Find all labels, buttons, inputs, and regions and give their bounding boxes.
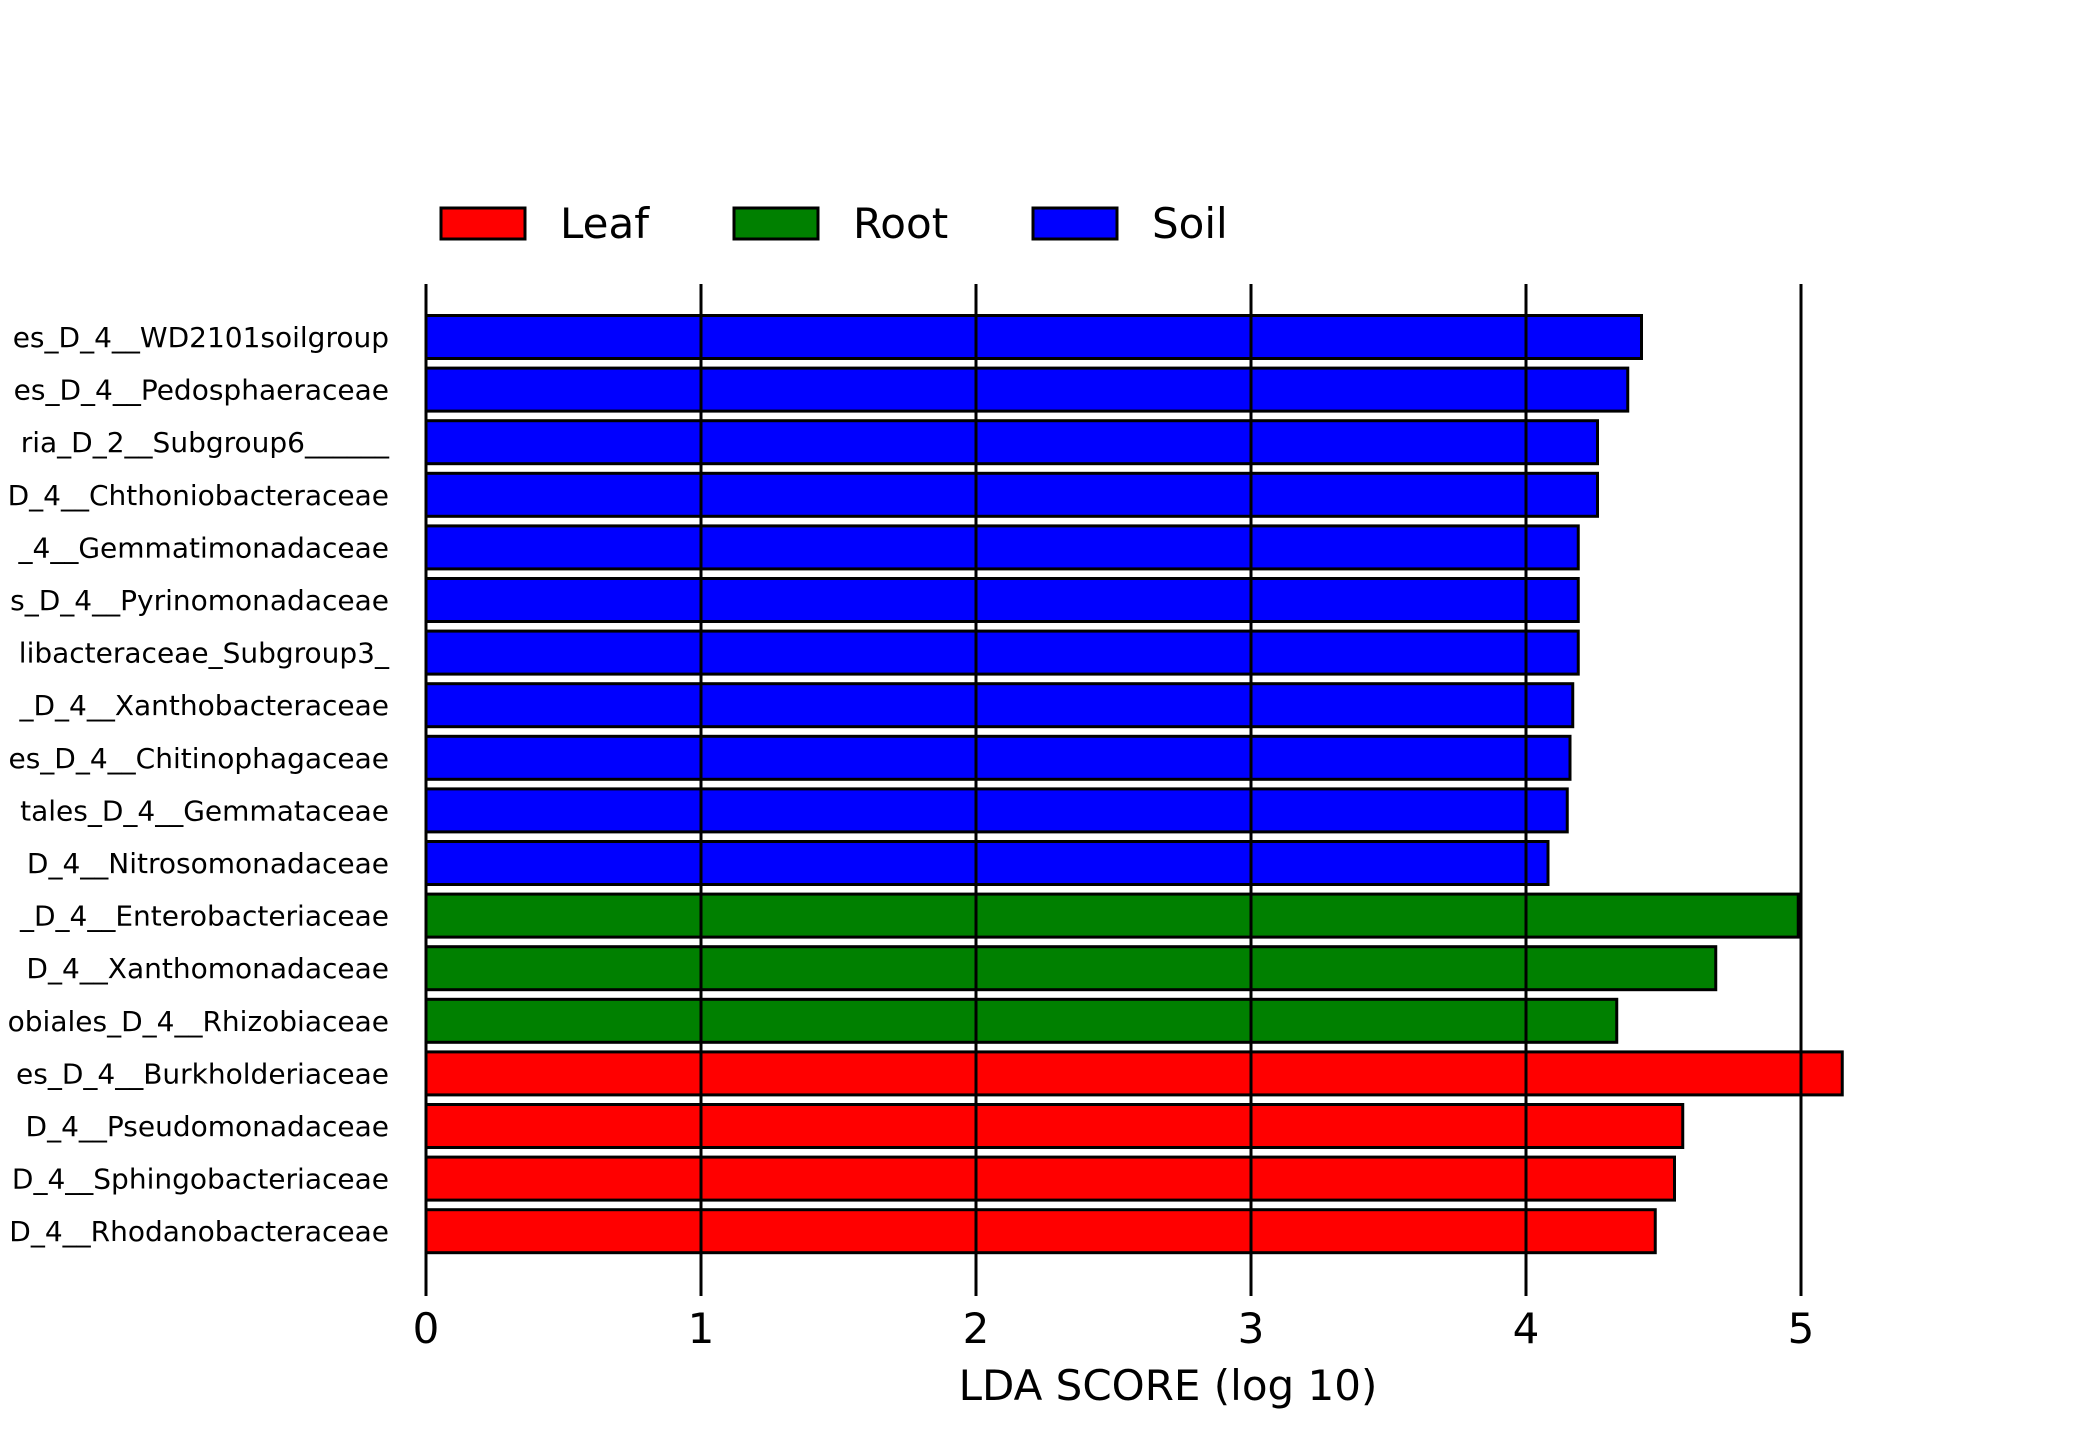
bar-soil [424, 577, 1580, 623]
category-labels: es_D_4__WD2101soilgroup es_D_4__Pedosphae… [8, 321, 390, 1248]
bar-leaf [424, 1155, 1676, 1202]
grid-overlay [424, 284, 1803, 1286]
x-tick-label: 1 [688, 1304, 715, 1353]
category-label: es_D_4__Burkholderiaceae [16, 1057, 389, 1090]
bar-leaf [424, 1103, 1685, 1149]
category-label: D_4__Chthoniobacteraceae [8, 479, 389, 512]
bar-soil [424, 524, 1580, 571]
bar-soil [424, 419, 1599, 466]
category-label: es_D_4__WD2101soilgroup [13, 321, 389, 354]
category-label: s_D_4__Pyrinomonadaceae [10, 584, 389, 617]
bar-leaf [424, 1208, 1657, 1255]
bar-soil [424, 682, 1575, 729]
legend-label-leaf: Leaf [560, 199, 650, 248]
category-label: D_4__Xanthomonadaceae [26, 952, 389, 985]
legend: Leaf Root Soil [439, 199, 1228, 248]
category-label: D_4__Rhodanobacteraceae [9, 1215, 389, 1248]
x-axis-title: LDA SCORE (log 10) [959, 1361, 1378, 1410]
legend-swatch-soil [1031, 206, 1119, 241]
legend-label-root: Root [853, 199, 948, 248]
bar-soil [424, 840, 1550, 886]
bar-soil [424, 734, 1572, 781]
category-label: tales_D_4__Gemmataceae [20, 794, 389, 827]
x-tick-label: 2 [963, 1304, 990, 1353]
category-label: _D_4__Enterobacteriaceae [19, 900, 389, 933]
bar-root [424, 945, 1718, 992]
x-tick-label: 5 [1788, 1304, 1815, 1353]
category-label: D_4__Nitrosomonadaceae [27, 847, 389, 880]
category-label: obiales_D_4__Rhizobiaceae [8, 1005, 389, 1038]
bars-group [424, 314, 1844, 1255]
category-label: _4__Gemmatimonadaceae [18, 531, 389, 564]
bar-soil [424, 366, 1630, 413]
legend-swatch-leaf [439, 206, 527, 241]
category-label: _D_4__Xanthobacteraceae [18, 689, 389, 722]
x-axis: 0 1 2 3 4 5 [413, 1286, 1815, 1353]
category-label: D_4__Sphingobacteriaceae [12, 1163, 389, 1196]
bar-root [424, 997, 1619, 1044]
x-tick-label: 3 [1238, 1304, 1265, 1353]
category-label: D_4__Pseudomonadaceae [26, 1110, 389, 1143]
legend-label-soil: Soil [1152, 199, 1228, 248]
x-tick-label: 0 [413, 1304, 440, 1353]
bar-leaf [424, 1050, 1844, 1097]
bar-root [424, 892, 1800, 939]
bar-soil [424, 471, 1599, 518]
x-tick-label: 4 [1513, 1304, 1540, 1353]
category-label: libacteraceae_Subgroup3_ [19, 637, 390, 670]
category-label: es_D_4__Chitinophagaceae [8, 742, 389, 775]
bar-soil [424, 787, 1569, 834]
bar-soil [424, 629, 1580, 676]
legend-swatch-root [732, 206, 820, 241]
category-label: es_D_4__Pedosphaeraceae [14, 374, 389, 407]
category-label: ria_D_2__Subgroup6______ [21, 426, 390, 459]
bar-soil [424, 314, 1643, 360]
